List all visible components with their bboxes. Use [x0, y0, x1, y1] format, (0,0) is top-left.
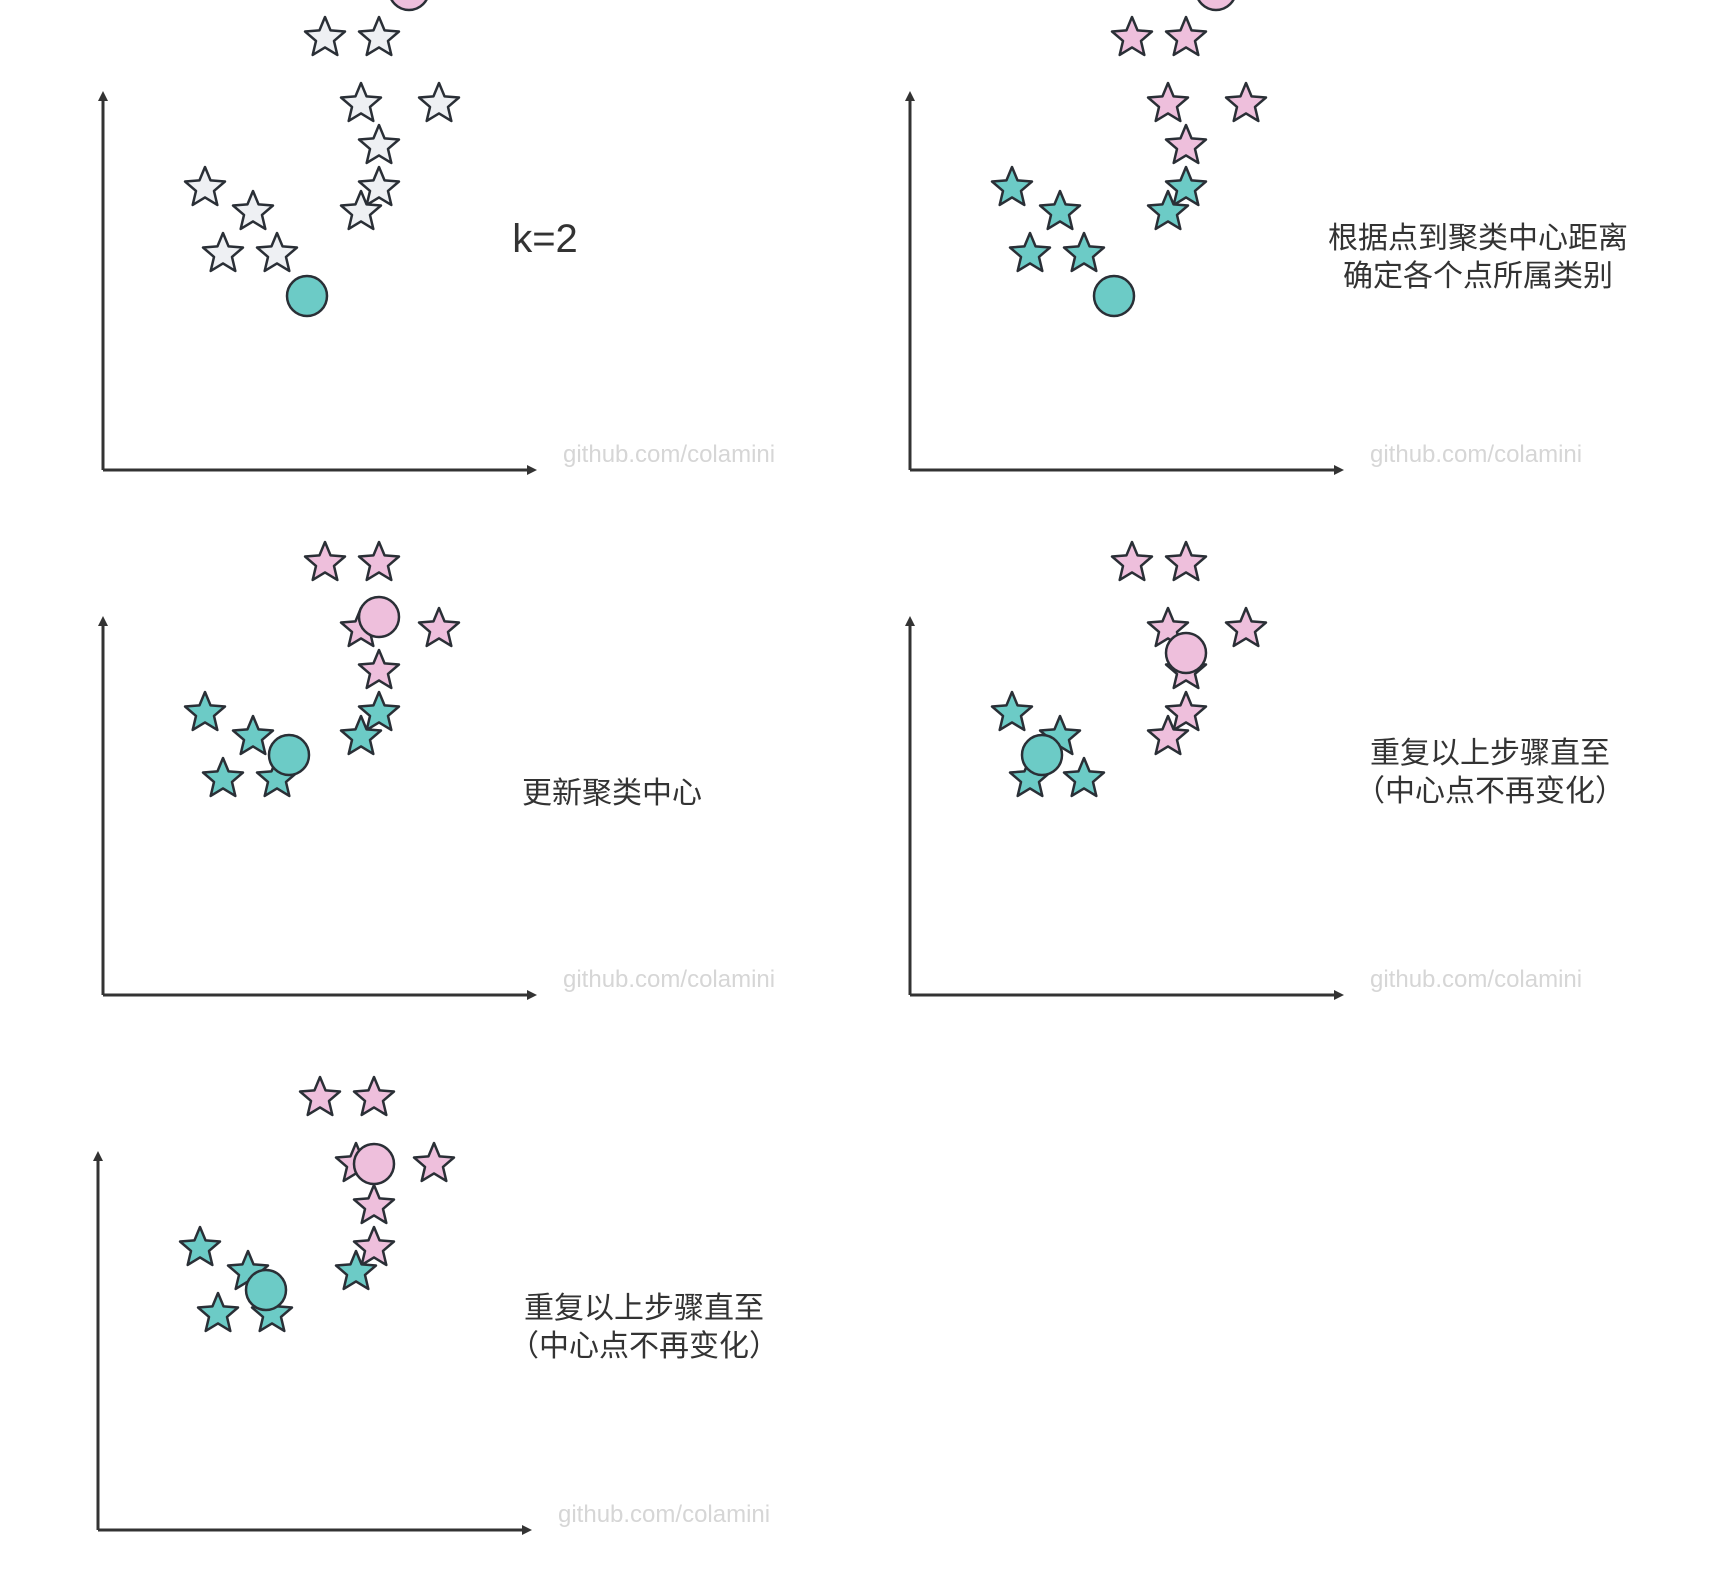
panel-1: k=2 github.com/colamini	[98, 0, 775, 475]
data-point-star	[1164, 15, 1208, 57]
data-point-star	[1164, 165, 1208, 207]
data-point-star	[357, 165, 401, 207]
data-point-star	[1110, 540, 1154, 582]
cluster-center-teal	[1092, 274, 1136, 318]
data-point-star	[412, 1141, 456, 1183]
data-point-star	[1146, 189, 1190, 231]
data-point-star	[357, 540, 401, 582]
watermark: github.com/colamini	[558, 1501, 770, 1528]
data-point-star	[183, 690, 227, 732]
data-point-star	[1110, 15, 1154, 57]
data-point-star	[1164, 690, 1208, 732]
data-point-star	[201, 756, 245, 798]
data-point-star	[231, 714, 275, 756]
data-point-star	[357, 690, 401, 732]
watermark: github.com/colamini	[563, 966, 775, 993]
panel-5: 重复以上步骤直至（中心点不再变化） github.com/colamini	[93, 1075, 779, 1535]
cluster-center-pink	[1164, 631, 1208, 675]
data-point-star	[1224, 81, 1268, 123]
panel-4: 重复以上步骤直至（中心点不再变化） github.com/colamini	[905, 540, 1625, 1000]
cluster-center-teal	[1020, 733, 1064, 777]
panel-caption: 重复以上步骤直至	[524, 1291, 764, 1326]
panel-caption: （中心点不再变化）	[1355, 774, 1625, 809]
cluster-center-teal	[244, 1268, 288, 1312]
data-point-star	[990, 165, 1034, 207]
data-point-star	[298, 1075, 342, 1117]
cluster-center-teal	[285, 274, 329, 318]
watermark: github.com/colamini	[1370, 441, 1582, 468]
data-point-star	[417, 606, 461, 648]
panel-caption: 根据点到聚类中心距离	[1328, 221, 1628, 256]
data-point-star	[339, 189, 383, 231]
panel-caption: 重复以上步骤直至	[1370, 736, 1610, 771]
data-point-star	[1146, 81, 1190, 123]
cluster-center-pink	[1197, 0, 1235, 12]
data-point-star	[1224, 606, 1268, 648]
data-point-star	[357, 648, 401, 690]
data-point-star	[1164, 540, 1208, 582]
data-point-star	[334, 1249, 378, 1291]
panel-caption: 更新聚类中心	[522, 776, 702, 811]
data-point-star	[196, 1291, 240, 1333]
cluster-center-pink	[352, 1142, 396, 1186]
panel-caption: 确定各个点所属类别	[1343, 259, 1613, 294]
cluster-center-teal	[267, 733, 311, 777]
data-point-star	[352, 1075, 396, 1117]
data-point-star	[357, 123, 401, 165]
cluster-center-pink	[357, 595, 401, 639]
watermark: github.com/colamini	[1370, 966, 1582, 993]
data-point-star	[183, 165, 227, 207]
data-point-star	[201, 231, 245, 273]
data-point-star	[1038, 189, 1082, 231]
watermark: github.com/colamini	[563, 441, 775, 468]
data-point-star	[1062, 756, 1106, 798]
data-point-star	[352, 1183, 396, 1225]
panel-caption: （中心点不再变化）	[509, 1329, 779, 1364]
data-point-star	[1008, 231, 1052, 273]
panel-caption: k=2	[512, 217, 578, 261]
data-point-star	[1146, 714, 1190, 756]
panel-3: 更新聚类中心 github.com/colamini	[98, 540, 775, 1000]
data-point-star	[339, 81, 383, 123]
data-point-star	[303, 15, 347, 57]
data-point-star	[231, 189, 275, 231]
data-point-star	[417, 81, 461, 123]
cluster-center-pink	[390, 0, 428, 12]
data-point-star	[990, 690, 1034, 732]
data-point-star	[357, 15, 401, 57]
data-point-star	[255, 231, 299, 273]
panels-layer: k=2github.com/colamini根据点到聚类中心距离确定各个点所属类…	[93, 0, 1628, 1535]
data-point-star	[1164, 123, 1208, 165]
data-point-star	[1062, 231, 1106, 273]
data-point-star	[339, 714, 383, 756]
data-point-star	[303, 540, 347, 582]
data-point-star	[178, 1225, 222, 1267]
data-point-star	[352, 1225, 396, 1267]
